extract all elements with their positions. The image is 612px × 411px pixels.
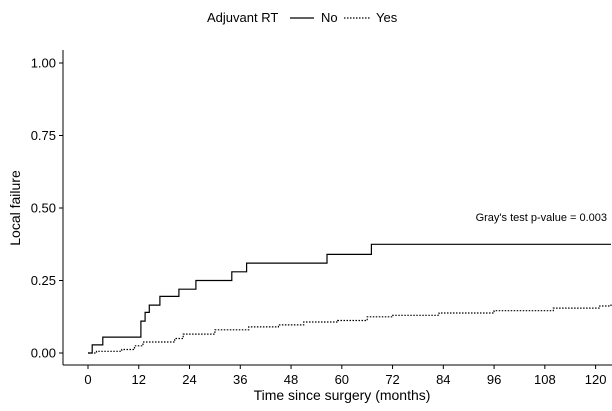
y-ticks: 0.00 0.25 0.50 0.75 1.00 (31, 56, 63, 361)
y-tick-label: 0.25 (31, 273, 56, 288)
series-line-yes (88, 303, 612, 354)
p-value-annotation: Gray's test p-value = 0.003 (476, 212, 607, 224)
x-tick-label: 0 (84, 372, 91, 387)
y-tick-label: 0.50 (31, 201, 56, 216)
x-tick-label: 36 (233, 372, 247, 387)
x-tick-label: 108 (534, 372, 556, 387)
series-layer (88, 243, 612, 354)
legend: Adjuvant RT No Yes (207, 10, 398, 25)
x-tick-label: 60 (335, 372, 349, 387)
x-axis-title: Time since surgery (months) (254, 387, 431, 403)
x-tick-label: 120 (585, 372, 607, 387)
x-tick-label: 84 (436, 372, 450, 387)
x-tick-label: 12 (132, 372, 146, 387)
y-tick-label: 0.75 (31, 128, 56, 143)
y-tick-label: 1.00 (31, 56, 56, 71)
y-axis-title: Local failure (7, 170, 23, 246)
x-ticks: 01224364860728496108120132 (84, 365, 607, 387)
x-tick-label: 48 (284, 372, 298, 387)
legend-title: Adjuvant RT (207, 10, 278, 25)
legend-label-no: No (321, 10, 338, 25)
x-tick-label: 24 (182, 372, 196, 387)
legend-label-yes: Yes (376, 10, 398, 25)
x-tick-label: 72 (385, 372, 399, 387)
series-line-no (88, 243, 611, 354)
y-tick-label: 0.00 (31, 346, 56, 361)
x-tick-label: 96 (487, 372, 501, 387)
